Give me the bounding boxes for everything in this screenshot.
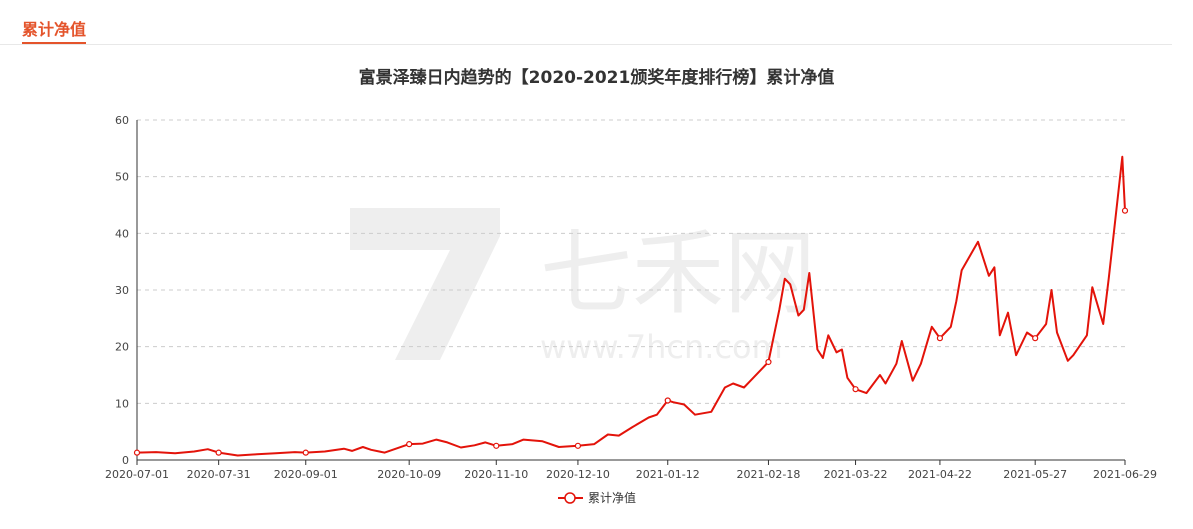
axes: 0 10 20 30 40 50 60 2020-07-01 2020-07-31 2020-09… [105,114,1157,481]
data-point[interactable] [1121,207,1129,214]
series-line-cumulative-nav [136,155,1126,457]
x-tick-label: 2021-05-27 [1003,468,1067,481]
x-tick-label: 2021-02-18 [736,468,800,481]
watermark-text: 七禾网 [540,220,816,327]
chart-title: 富景泽臻日内趋势的【2020-2021颁奖年度排行榜】累计净值 [358,68,835,88]
x-tick-label: 2020-07-31 [187,468,251,481]
tab-cumulative-nav[interactable]: 累计净值 [22,19,87,44]
data-point[interactable] [765,358,772,366]
y-tick-label: 20 [115,341,129,354]
data-point[interactable] [302,449,309,456]
data-point[interactable] [406,441,413,448]
y-tick-label: 60 [115,114,129,127]
watermark: 七禾网 www.7hcn.com [350,208,816,366]
y-tick-label: 10 [115,397,129,410]
x-tick-label: 2020-10-09 [377,468,441,481]
legend-marker-icon [564,492,576,504]
y-tick-label: 0 [122,454,129,467]
data-point[interactable] [852,386,859,393]
y-tick-label: 50 [115,171,129,184]
data-point[interactable] [936,335,944,342]
data-point[interactable] [1032,335,1039,342]
data-point[interactable] [133,449,141,456]
x-tick-label: 2021-03-22 [824,468,888,481]
data-point[interactable] [574,442,582,449]
x-tick-label: 2021-04-22 [908,468,972,481]
series [133,155,1129,457]
tab-header: 累计净值 [0,0,1172,45]
x-tick-label: 2020-12-10 [546,468,610,481]
legend-label: 累计净值 [588,490,636,505]
watermark-logo-icon [350,208,500,360]
data-point[interactable] [664,397,671,404]
data-point[interactable] [215,449,222,456]
y-tick-label: 40 [115,227,129,240]
x-tick-label: 2020-07-01 [105,468,169,481]
x-tick-label: 2021-01-12 [636,468,700,481]
y-tick-label: 30 [115,284,129,297]
data-point[interactable] [493,442,500,449]
legend[interactable]: 累计净值 [558,490,636,505]
x-tick-label: 2020-11-10 [464,468,528,481]
x-tick-label: 2021-06-29 [1093,468,1157,481]
x-tick-label: 2020-09-01 [274,468,338,481]
